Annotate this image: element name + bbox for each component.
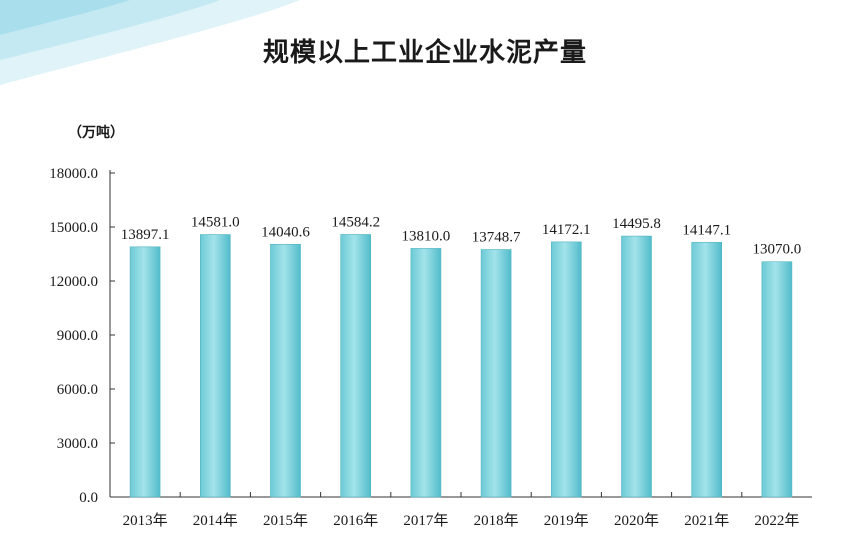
value-label-8: 14495.8 [612, 216, 661, 232]
unit-label: （万吨） [68, 125, 124, 141]
bar-6 [480, 249, 512, 498]
chart-bars [129, 234, 793, 498]
x-tick-label-1: 2013年 [123, 512, 168, 529]
x-tick-label-7: 2019年 [544, 512, 589, 529]
chart-labels: 13897.1 2013年 14581.0 2014年 14040.6 2015年 1458… [121, 214, 802, 529]
bar-9 [691, 242, 723, 498]
value-label-6: 13748.7 [472, 230, 521, 246]
bar-5 [410, 248, 442, 498]
x-tick-label-8: 2020年 [614, 512, 659, 529]
x-tick-label-6: 2018年 [474, 512, 519, 529]
value-label-1: 13897.1 [121, 227, 170, 243]
value-label-5: 13810.0 [402, 228, 451, 244]
y-tick-label: 0.0 [79, 490, 98, 506]
value-label-7: 14172.1 [542, 222, 591, 238]
x-tick-label-4: 2016年 [333, 512, 378, 529]
x-tick-label-10: 2022年 [754, 512, 799, 529]
bar-2 [200, 234, 231, 498]
value-label-3: 14040.6 [261, 224, 310, 240]
bar-7 [550, 241, 582, 498]
x-tick-label-9: 2021年 [684, 512, 729, 529]
value-label-9: 14147.1 [682, 222, 731, 238]
bar-4 [340, 234, 372, 498]
y-tick-label: 18000.0 [49, 166, 98, 182]
y-tick-label: 3000.0 [57, 436, 98, 452]
bar-1 [129, 246, 161, 498]
y-tick-label: 9000.0 [57, 328, 98, 344]
y-tick-label: 15000.0 [49, 220, 98, 236]
value-label-4: 14584.2 [331, 214, 380, 230]
corner-wave-decoration [0, 0, 300, 85]
y-tick-label: 6000.0 [57, 382, 98, 398]
y-tick-label: 12000.0 [49, 274, 98, 290]
x-tick-label-5: 2017年 [403, 512, 448, 529]
bar-3 [270, 243, 301, 498]
x-tick-label-3: 2015年 [263, 512, 308, 529]
bar-10 [761, 261, 793, 498]
bar-8 [621, 235, 652, 498]
chart-title: 规模以上工业企业水泥产量 [262, 38, 587, 68]
value-label-2: 14581.0 [191, 215, 240, 231]
x-tick-label-2: 2014年 [193, 512, 238, 529]
value-label-10: 13070.0 [753, 242, 802, 258]
